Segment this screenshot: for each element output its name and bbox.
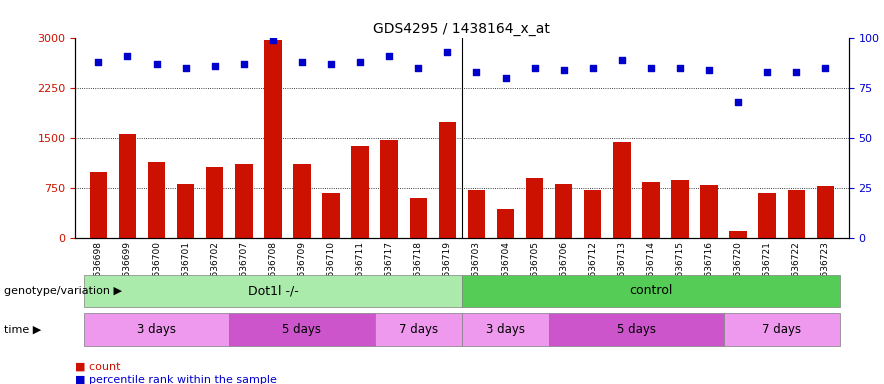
Bar — [235, 164, 253, 238]
Text: Dot1l -/-: Dot1l -/- — [248, 285, 298, 297]
Point — [469, 69, 484, 75]
Text: time ▶: time ▶ — [4, 324, 42, 334]
Bar — [729, 231, 747, 238]
Point — [149, 61, 164, 68]
Bar — [352, 146, 369, 238]
Point — [789, 69, 804, 75]
Bar — [438, 122, 456, 238]
Text: ■ percentile rank within the sample: ■ percentile rank within the sample — [75, 375, 277, 384]
Text: 7 days: 7 days — [762, 323, 801, 336]
Bar — [555, 184, 573, 238]
Point — [614, 57, 629, 63]
Bar — [206, 167, 224, 238]
Point — [673, 65, 687, 71]
Bar — [118, 134, 136, 238]
Bar — [700, 185, 718, 238]
Bar — [788, 190, 805, 238]
Point — [760, 69, 774, 75]
Bar — [380, 139, 398, 238]
Point — [120, 53, 134, 60]
Bar — [613, 142, 630, 238]
Point — [179, 65, 193, 71]
Point — [731, 99, 745, 105]
Point — [208, 63, 222, 70]
Text: ■ count: ■ count — [75, 362, 120, 372]
Point — [237, 61, 251, 68]
Bar — [671, 180, 689, 238]
Bar — [526, 178, 544, 238]
Bar — [177, 184, 194, 238]
Point — [295, 59, 309, 65]
Point — [819, 65, 833, 71]
Text: 5 days: 5 days — [617, 323, 656, 336]
Bar — [817, 186, 834, 238]
Point — [353, 59, 367, 65]
Text: 3 days: 3 days — [486, 323, 525, 336]
Point — [644, 65, 658, 71]
Point — [557, 67, 571, 73]
Point — [411, 65, 425, 71]
Point — [324, 61, 338, 68]
Point — [382, 53, 396, 60]
Bar — [409, 198, 427, 238]
Bar — [293, 164, 310, 238]
Bar — [497, 209, 514, 238]
Point — [499, 75, 513, 81]
Bar — [148, 162, 165, 238]
Point — [440, 49, 454, 55]
Text: 7 days: 7 days — [399, 323, 438, 336]
Bar — [89, 172, 107, 238]
Text: control: control — [629, 285, 673, 297]
Point — [702, 67, 716, 73]
Bar — [264, 40, 282, 238]
Bar — [758, 193, 776, 238]
Point — [586, 65, 600, 71]
Bar — [642, 182, 659, 238]
Point — [528, 65, 542, 71]
Bar — [468, 190, 485, 238]
Title: GDS4295 / 1438164_x_at: GDS4295 / 1438164_x_at — [373, 22, 551, 36]
Point — [91, 59, 105, 65]
Bar — [584, 190, 601, 238]
Text: genotype/variation ▶: genotype/variation ▶ — [4, 286, 122, 296]
Point — [266, 37, 280, 43]
Text: 5 days: 5 days — [283, 323, 322, 336]
Text: 3 days: 3 days — [137, 323, 176, 336]
Bar — [323, 193, 339, 238]
